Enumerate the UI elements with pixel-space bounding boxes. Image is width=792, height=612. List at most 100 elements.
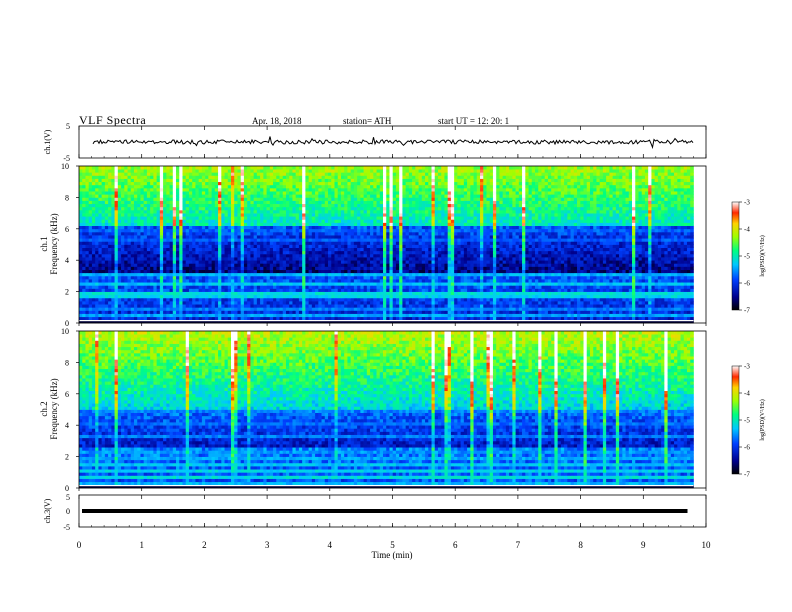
spec1-cell — [534, 244, 539, 248]
spec1-cell — [428, 260, 432, 264]
spec1-cell — [357, 285, 361, 289]
spec1-cell — [133, 307, 138, 311]
spec1-cell — [499, 307, 503, 311]
spec1-cell — [98, 304, 102, 308]
spec1-cell — [683, 307, 688, 311]
spec1-cell — [108, 316, 112, 321]
spec1-cell — [114, 301, 119, 305]
spec1-cell — [337, 263, 342, 267]
spec1-cell — [677, 304, 681, 308]
spec1-cell — [237, 294, 242, 299]
spec1-cell — [347, 279, 351, 283]
spec1-cell — [434, 279, 439, 283]
spec1-cell — [657, 250, 662, 255]
spec1-cell — [101, 260, 106, 264]
spec1-cell — [383, 282, 387, 286]
spec1-cell — [509, 253, 513, 258]
spec1-cell — [221, 266, 225, 270]
spec1-cell — [476, 257, 481, 261]
spec1-cell — [285, 275, 290, 280]
spec1-cell — [153, 263, 157, 267]
spec1-cell — [483, 319, 487, 324]
spec1-cell — [473, 313, 478, 318]
spec1-cell — [247, 319, 251, 324]
spec1-cell — [632, 313, 636, 318]
spec1-cell — [405, 316, 410, 321]
spec1-cell — [389, 319, 394, 324]
spec1-cell — [541, 288, 546, 292]
spec1-cell — [311, 250, 316, 255]
spec1-cell — [376, 263, 381, 267]
spec1-cell — [625, 247, 630, 252]
spec1-cell — [337, 288, 342, 292]
spec1-cell — [176, 263, 180, 267]
spec1-cell — [98, 269, 102, 274]
spec1-cell — [612, 301, 617, 305]
spec1-cell — [560, 291, 565, 296]
spec1-cell — [412, 247, 416, 252]
spec1-cell — [480, 316, 484, 321]
spec1-cell — [641, 260, 646, 264]
spec1-cell — [444, 319, 449, 324]
spec1-cell — [163, 307, 167, 311]
spec1-cell — [632, 316, 636, 321]
spec1-cell — [337, 275, 342, 280]
spec1-cell — [395, 316, 400, 321]
spec1-cell — [632, 247, 636, 252]
spec1-cell — [392, 279, 397, 283]
spec1-cell — [664, 297, 668, 302]
spec1-cell — [670, 294, 675, 299]
spec1-cell — [518, 269, 523, 274]
spec1-cell — [250, 319, 254, 324]
spec1-cell — [522, 263, 526, 267]
spec1-cell — [570, 275, 575, 280]
spec1-cell — [211, 244, 216, 248]
spec1-cell — [589, 269, 594, 274]
spec1-cell — [551, 316, 555, 321]
spec1-cell — [182, 263, 187, 267]
spec1-cell — [279, 294, 284, 299]
spec1-cell — [447, 319, 452, 324]
spec1-cell — [431, 257, 436, 261]
spec1-cell — [609, 319, 613, 324]
spec1-cell — [379, 307, 384, 311]
spec1-cell — [408, 301, 413, 305]
spec1-cell — [156, 253, 161, 258]
spec1-cell — [509, 282, 513, 286]
spec1-cell — [644, 319, 649, 324]
spec1-cell — [625, 313, 630, 318]
spec1-cell — [528, 241, 533, 245]
spec1-cell — [150, 272, 154, 277]
spec1-cell — [467, 313, 471, 318]
spec1-cell — [541, 244, 546, 248]
spec1-cell — [619, 244, 623, 248]
spec1-cell — [124, 250, 128, 255]
spec1-cell — [140, 294, 145, 299]
spec1-cell — [480, 279, 484, 283]
spec1-cell — [108, 272, 112, 277]
spec1-cell — [208, 319, 212, 324]
spec1-cell — [654, 244, 659, 248]
spec1-cell — [570, 260, 575, 264]
spec1-cell — [221, 304, 225, 308]
spec1-cell — [266, 279, 271, 283]
spec1-cell — [615, 294, 620, 299]
spec1-cell — [289, 263, 293, 267]
spec1-cell — [188, 266, 193, 270]
spec1-cell — [525, 275, 529, 280]
spec1-cell — [515, 313, 520, 318]
spec1-cell — [218, 263, 222, 267]
spec1-cell — [282, 260, 287, 264]
spec1-cell — [79, 282, 83, 286]
spec1-cell — [586, 279, 591, 283]
spec1-cell — [321, 257, 326, 261]
spec1-cell — [140, 266, 145, 270]
spec1-cell — [195, 247, 199, 252]
spec1-cell — [276, 285, 280, 289]
spec1-cell — [198, 316, 203, 321]
spec1-cell — [231, 288, 235, 292]
spec1-cell — [547, 288, 552, 292]
spec1-cell — [298, 282, 303, 286]
spec1-cell — [340, 241, 345, 245]
spec1-cell — [457, 282, 461, 286]
